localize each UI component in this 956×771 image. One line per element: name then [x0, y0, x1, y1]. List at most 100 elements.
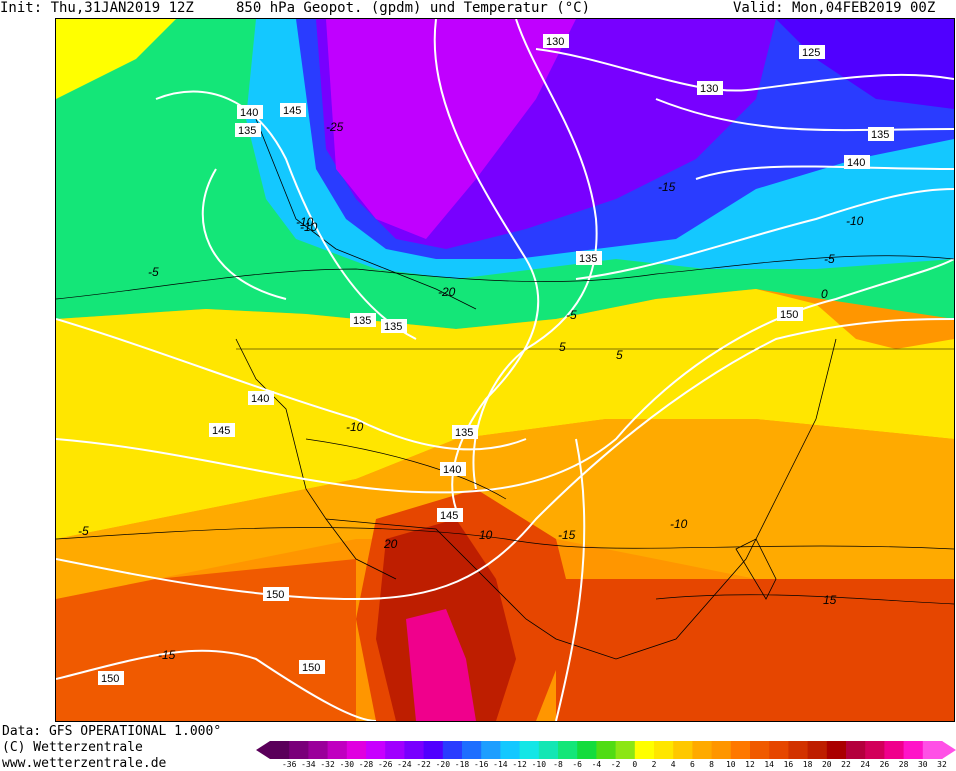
legend-swatch [270, 741, 290, 759]
legend-swatch [558, 741, 578, 759]
legend-tick-label: 18 [802, 760, 813, 769]
florida-outline [735, 538, 777, 600]
temp-label-12: 5 [559, 340, 566, 354]
geo-label-18: 150 [266, 589, 284, 601]
legend-swatch [692, 741, 713, 759]
legend-tick-label: 0 [632, 760, 638, 769]
legend-tick-label: 14 [764, 760, 775, 769]
temp-label-14: 15 [823, 593, 837, 607]
geopotential-contours [56, 19, 954, 721]
temp-label-16: -10 [300, 220, 318, 234]
legend-swatch [346, 741, 367, 759]
legend-tick-label: 10 [725, 760, 736, 769]
data-source: Data: GFS OPERATIONAL 1.000° [2, 724, 222, 739]
legend-swatch [308, 741, 329, 759]
geo-label-17: 145 [440, 510, 458, 522]
temp-label-9: -10 [346, 420, 364, 434]
legend-tick-label: 6 [689, 760, 695, 769]
geo-label-1: 130 [546, 36, 564, 48]
legend-swatch [730, 741, 751, 759]
legend-tick-label: -12 [512, 760, 527, 769]
north-coastline [255, 118, 477, 310]
legend-swatch [865, 741, 885, 759]
temperature-labels: -25 -15 -10 -5 0 -5 -10 -20 -10 -5 -10 5… [78, 120, 864, 662]
legend-tick-label: 32 [937, 760, 947, 769]
legend-swatch [807, 741, 828, 759]
legend-arrow-right [942, 741, 956, 759]
legend-tick-label: -2 [610, 760, 621, 769]
legend-tick-label: 8 [709, 760, 715, 769]
temp-label-8: -20 [438, 285, 456, 299]
legend-tick-label: -22 [416, 760, 431, 769]
legend-swatch [750, 741, 770, 759]
legend-swatch [366, 741, 386, 759]
legend-tick-label: -4 [591, 760, 602, 769]
legend-swatch [711, 741, 732, 759]
legend-swatch [922, 741, 943, 759]
geo-label-14: 145 [212, 425, 230, 437]
legend-tick-label: 26 [879, 760, 890, 769]
legend-swatch [673, 741, 693, 759]
chart-title: 850 hPa Geopot. (gpdm) und Temperatur (°… [236, 0, 591, 16]
legend-tick-label: -8 [553, 760, 563, 769]
legend-tick-label: 22 [841, 760, 851, 769]
east-gulf-coastline [325, 338, 837, 660]
temp-label-6: -5 [148, 265, 159, 279]
temp-label-7: -10 [296, 215, 314, 229]
legend-swatch [884, 741, 905, 759]
legend-tick-label: -10 [531, 760, 547, 769]
website: www.wetterzentrale.de [2, 756, 167, 771]
geopotential-label-boxes: 130 125 130 135 140 145 140 135 135 135 … [98, 34, 894, 685]
legend-tick-label: -36 [281, 760, 297, 769]
legend-tick-label: 24 [860, 760, 871, 769]
legend-tick-label: -14 [493, 760, 508, 769]
geo-label-4: 135 [871, 129, 889, 141]
legend-swatch [846, 741, 866, 759]
legend-swatch [462, 741, 482, 759]
legend-tick-label: 4 [670, 760, 676, 769]
legend-tick-label: -28 [358, 760, 374, 769]
legend-swatch [903, 741, 924, 759]
geo-label-12: 150 [780, 309, 798, 321]
geo-label-15: 135 [455, 427, 473, 439]
west-coastline [235, 338, 397, 580]
temp-label-13: 10 [479, 528, 493, 542]
geo-label-8: 135 [238, 125, 256, 137]
geo-label-5: 140 [847, 157, 865, 169]
geo-label-9: 135 [579, 253, 597, 265]
legend-tick-label: 12 [745, 760, 755, 769]
temp-label-18: -15 [558, 528, 576, 542]
legend-swatch [654, 741, 674, 759]
temp-field-magenta [406, 609, 476, 721]
legend-tick-label: -18 [454, 760, 470, 769]
legend-swatch [634, 741, 655, 759]
temp-field-indigo [776, 19, 954, 109]
legend-swatch [769, 741, 789, 759]
legend-swatch [577, 741, 597, 759]
temp-field-nw-yellow [56, 19, 176, 99]
temp-label-11: -10 [670, 517, 688, 531]
legend-tick-label: -16 [473, 760, 489, 769]
geo-label-19: 150 [302, 662, 320, 674]
geo-label-10: 135 [353, 315, 371, 327]
temp-label-1: -25 [326, 120, 344, 134]
temp-label-10: -5 [78, 524, 89, 538]
geo-label-20: 150 [101, 673, 119, 685]
legend-swatch [538, 741, 559, 759]
map-canvas: 130 125 130 135 140 145 140 135 135 135 … [56, 19, 954, 721]
legend-swatch [615, 741, 636, 759]
temp-label-5: 0 [821, 287, 828, 301]
valid-time: Valid: Mon,04FEB2019 00Z [733, 0, 936, 16]
temp-field-purple [326, 19, 576, 239]
temp-label-2: -15 [658, 180, 676, 194]
legend-tick-label: -6 [572, 760, 583, 769]
legend-swatch [596, 741, 617, 759]
copyright: (C) Wetterzentrale [2, 740, 143, 755]
temp-label-20: 5 [616, 348, 623, 362]
legend-swatch [404, 741, 425, 759]
weather-map: 130 125 130 135 140 145 140 135 135 135 … [55, 18, 955, 722]
init-time: Init: Thu,31JAN2019 12Z [0, 0, 194, 16]
temp-field-se [556, 579, 954, 721]
temp-label-15: 20 [383, 537, 398, 551]
legend-swatch [788, 741, 809, 759]
